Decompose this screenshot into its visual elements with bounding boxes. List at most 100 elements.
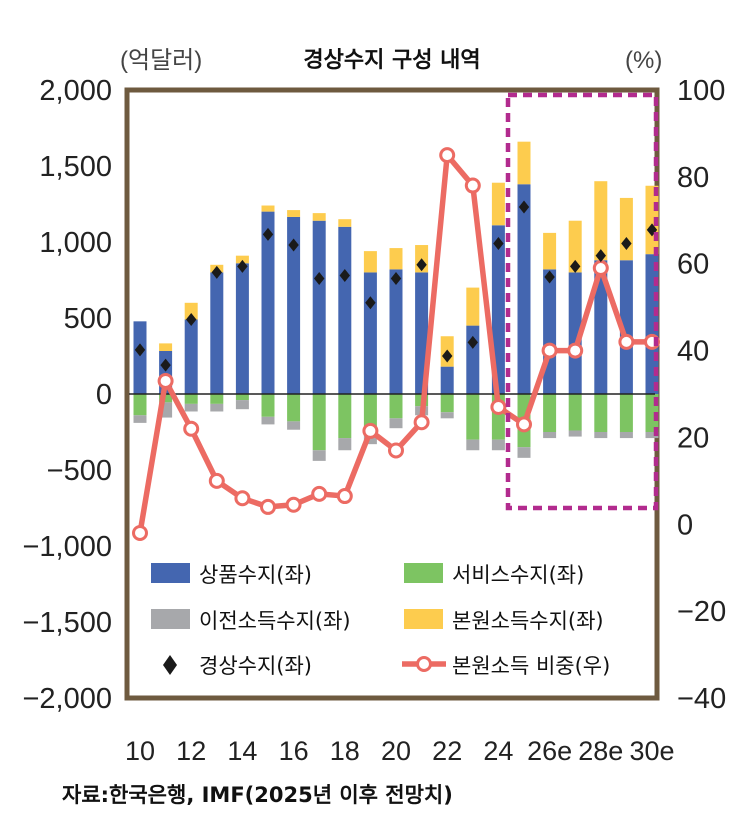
share-point-2028 bbox=[592, 260, 609, 277]
current-account-marker-2023 bbox=[467, 335, 478, 349]
services-bar-2012 bbox=[184, 394, 198, 404]
goods-bar-2019 bbox=[363, 272, 377, 394]
left-tick-label: 0 bbox=[96, 379, 112, 411]
transfer-bar-2012 bbox=[184, 403, 198, 412]
primary-income-bar-2020 bbox=[389, 248, 403, 270]
right-axis-ticks: 100 80 60 40 20 0 −20 −40 bbox=[677, 75, 726, 715]
share-point-2014 bbox=[234, 490, 251, 507]
transfer-bar-2017 bbox=[312, 450, 326, 461]
primary-income-bar-2014 bbox=[235, 255, 249, 264]
x-tick-label: 10 bbox=[125, 736, 155, 766]
transfer-bar-2018 bbox=[338, 438, 352, 451]
transfer-bar-2030 bbox=[645, 432, 659, 439]
goods-bar-2024 bbox=[491, 225, 505, 394]
right-tick-label: 100 bbox=[677, 75, 725, 107]
x-tick-label: 14 bbox=[227, 736, 257, 766]
chart-title: 경상수지 구성 내역 bbox=[303, 48, 480, 73]
share-point-2022 bbox=[439, 147, 456, 164]
bars-layer bbox=[133, 141, 659, 461]
primary-income-bar-2012 bbox=[184, 302, 198, 320]
legend-item-services: 서비스수지(좌) bbox=[404, 563, 584, 587]
services-bar-2011 bbox=[159, 394, 173, 403]
right-tick-label: −20 bbox=[677, 596, 726, 628]
goods-bar-2025 bbox=[517, 184, 531, 394]
services-bar-2029 bbox=[619, 394, 633, 432]
primary-income-bar-2027 bbox=[568, 220, 582, 273]
current-account-marker-2019 bbox=[365, 296, 376, 310]
legend-label-current-account: 경상수지(좌) bbox=[199, 654, 312, 678]
goods-bar-2029 bbox=[619, 260, 633, 394]
transfer-bar-2024 bbox=[491, 439, 505, 451]
share-point-2021 bbox=[413, 414, 430, 431]
right-tick-label: 20 bbox=[677, 422, 709, 454]
primary-income-bar-2019 bbox=[363, 251, 377, 273]
left-axis-unit: (억달러) bbox=[120, 47, 202, 74]
services-bar-2023 bbox=[466, 394, 480, 440]
goods-bar-2016 bbox=[287, 216, 301, 394]
transfer-bar-2023 bbox=[466, 439, 480, 451]
services-bar-2027 bbox=[568, 394, 582, 431]
legend-item-share-line: 본원소득 비중(우) bbox=[402, 654, 610, 678]
share-line-layer bbox=[132, 147, 660, 541]
left-tick-label: −500 bbox=[47, 455, 112, 487]
services-bar-2010 bbox=[133, 394, 147, 416]
primary-income-bar-2018 bbox=[338, 219, 352, 227]
transfer-bar-2029 bbox=[619, 432, 633, 439]
share-point-2010 bbox=[132, 524, 148, 541]
legend-item-primary-income: 본원소득수지(좌) bbox=[404, 609, 604, 633]
share-point-2017 bbox=[311, 485, 328, 502]
transfer-bar-2022 bbox=[440, 412, 454, 419]
transfer-bar-2028 bbox=[594, 432, 608, 439]
share-point-2015 bbox=[260, 498, 276, 515]
services-bar-2016 bbox=[287, 394, 301, 422]
primary-income-bar-2028 bbox=[594, 181, 608, 261]
share-point-2012 bbox=[183, 420, 200, 437]
share-point-2027 bbox=[567, 342, 584, 359]
share-point-2026 bbox=[541, 342, 558, 359]
current-account-marker-2018 bbox=[339, 268, 350, 282]
services-bar-2013 bbox=[210, 394, 224, 404]
left-tick-label: −1,000 bbox=[22, 531, 112, 563]
x-tick-label: 20 bbox=[381, 736, 411, 766]
current-account-marker-2025 bbox=[518, 200, 530, 214]
transfer-bar-2010 bbox=[133, 415, 147, 423]
share-point-2016 bbox=[285, 496, 302, 513]
x-tick-label: 12 bbox=[176, 736, 206, 766]
current-account-marker-2016 bbox=[288, 238, 299, 252]
goods-bar-2028 bbox=[594, 260, 608, 394]
x-tick-label: 22 bbox=[432, 736, 462, 766]
primary-income-bar-2024 bbox=[491, 182, 505, 226]
legend-label-goods: 상품수지(좌) bbox=[199, 563, 312, 587]
right-tick-label: 60 bbox=[677, 249, 709, 281]
transfer-bar-2015 bbox=[261, 416, 275, 425]
x-tick-label: 26e bbox=[527, 736, 572, 766]
share-point-2013 bbox=[208, 472, 225, 489]
share-point-2023 bbox=[464, 177, 481, 194]
goods-bar-2022 bbox=[440, 366, 454, 394]
current-account-marker-2011 bbox=[160, 358, 171, 372]
x-tick-label: 24 bbox=[483, 736, 513, 766]
goods-bar-2017 bbox=[312, 220, 326, 394]
transfer-bar-2020 bbox=[389, 418, 403, 429]
right-tick-label: 80 bbox=[677, 162, 709, 194]
primary-income-bar-2025 bbox=[517, 141, 531, 185]
share-point-2018 bbox=[336, 488, 353, 505]
primary-income-bar-2026 bbox=[543, 232, 557, 270]
right-tick-label: 0 bbox=[677, 509, 693, 541]
legend: 상품수지(좌) 서비스수지(좌) 이전소득수지(좌) 본원소득수지(좌) 경상수… bbox=[151, 563, 610, 678]
left-axis-ticks: 2,000 1,500 1,000 500 0 −500 −1,000 −1,500 −2,00… bbox=[22, 75, 112, 715]
left-tick-label: 2,000 bbox=[39, 75, 112, 107]
x-axis-ticks: 10 12 14 16 18 20 22 24 26e 28e 30e bbox=[125, 736, 675, 766]
current-account-marker-2021 bbox=[416, 258, 427, 272]
current-account-marker-2027 bbox=[570, 259, 581, 273]
left-tick-label: −1,500 bbox=[22, 607, 112, 639]
right-tick-label: −40 bbox=[677, 683, 726, 715]
services-bar-2026 bbox=[543, 394, 557, 432]
goods-bar-2014 bbox=[235, 263, 249, 394]
left-tick-label: 500 bbox=[64, 303, 112, 335]
services-bar-2014 bbox=[235, 394, 249, 401]
x-tick-label: 18 bbox=[330, 736, 360, 766]
services-bar-2015 bbox=[261, 394, 275, 417]
current-account-marker-2015 bbox=[262, 227, 274, 241]
